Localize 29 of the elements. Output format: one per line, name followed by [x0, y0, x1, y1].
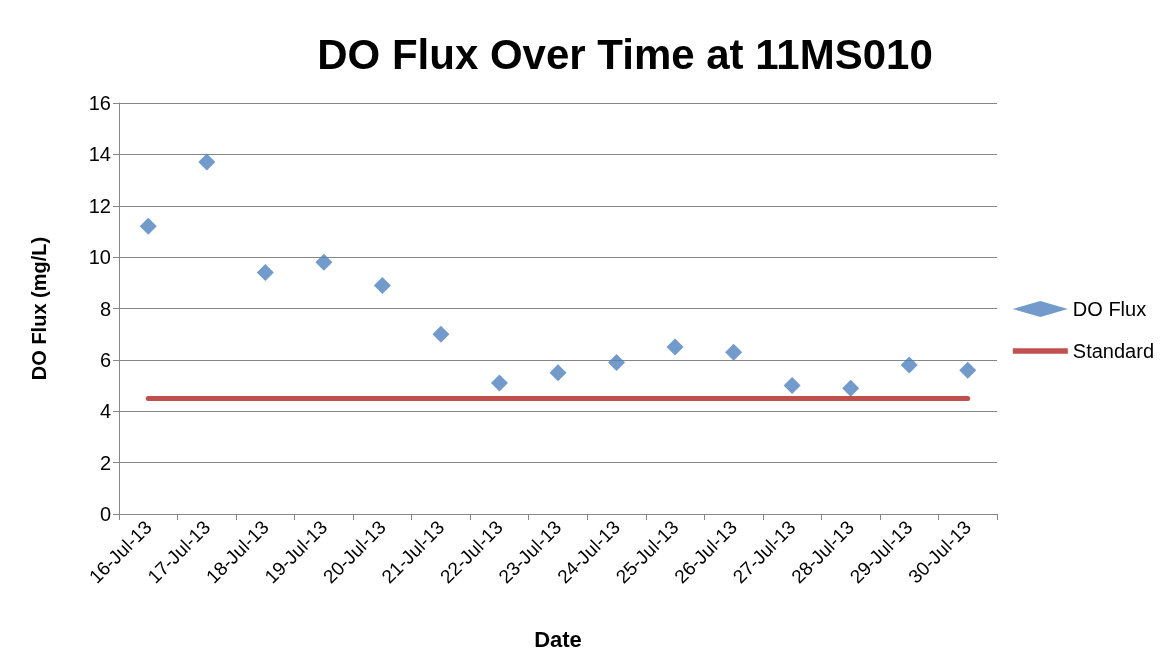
y-tick-label: 2	[99, 451, 111, 474]
point	[256, 264, 274, 282]
legend-label: Standard	[1072, 340, 1154, 362]
y-tick-label: 8	[99, 297, 111, 320]
y-tick-label: 4	[99, 400, 111, 423]
point	[666, 338, 684, 356]
point	[432, 325, 450, 343]
point	[198, 153, 216, 171]
y-tick-label: 10	[88, 246, 111, 269]
point	[725, 343, 743, 361]
y-tick-label: 16	[88, 92, 111, 114]
point	[842, 379, 860, 397]
y-tick-label: 0	[99, 503, 111, 525]
y-tick-label: 12	[88, 194, 111, 217]
y-tick-label: 14	[88, 143, 111, 166]
legend-label: DO Flux	[1072, 298, 1147, 320]
point	[783, 377, 801, 395]
x-axis-title: Date	[534, 626, 582, 652]
chart-title: DO Flux Over Time at 11MS010	[317, 30, 933, 78]
point	[900, 356, 918, 374]
y-tick-label: 6	[99, 348, 111, 371]
point	[549, 364, 567, 382]
y-axis-title: DO Flux (mg/L)	[28, 236, 50, 381]
point	[139, 217, 157, 235]
point	[608, 353, 626, 371]
point	[490, 374, 508, 392]
point	[959, 361, 977, 379]
point	[373, 276, 391, 294]
point	[315, 253, 333, 271]
